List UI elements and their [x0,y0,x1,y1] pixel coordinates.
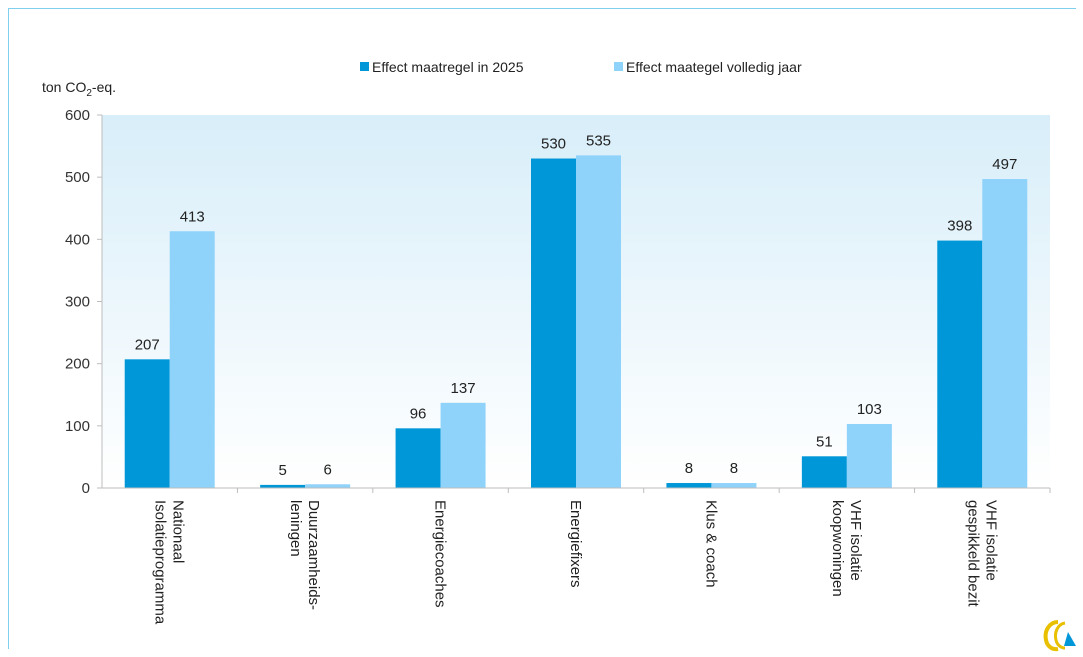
bar-series-2 [711,483,757,488]
data-label: 8 [730,460,738,477]
x-category-label: leningen [287,500,304,557]
data-label: 207 [135,336,160,353]
y-axis-unit-main: ton CO [42,79,86,95]
y-axis-unit-sub: 2 [86,88,92,99]
x-category-label: Isolatieprogramma [152,500,169,625]
x-category-label: VHF isolatie [982,500,999,581]
bar-series-2 [846,423,892,488]
y-tick-label: 200 [65,356,90,373]
data-label: 535 [586,132,611,149]
logo-icon [1043,620,1076,652]
x-category-label: koopwoningen [829,500,846,597]
y-axis: 0 100 200 300 400 500 600 [65,107,102,497]
y-tick-label: 600 [65,107,90,124]
x-category-label: Nationaal [170,500,187,563]
data-label: 103 [857,401,882,418]
y-tick-label: 300 [65,294,90,311]
bar-series-2 [982,179,1028,488]
y-tick-label: 400 [65,231,90,248]
y-axis-unit-suffix: -eq. [92,79,116,95]
data-label: 6 [323,461,331,478]
data-labels: 207 413 5 6 96 137 530 535 8 8 51 103 398 497 [135,132,1018,478]
bar-series-1 [531,158,576,488]
bar-series-2 [440,402,486,488]
bar-series-1 [260,484,306,488]
y-axis-unit: ton CO2-eq. [42,79,116,99]
data-label: 5 [278,462,286,479]
bar-series-2 [169,231,215,489]
bars [124,155,1028,489]
legend-swatch-series-1 [360,62,369,71]
legend-label-series-1: Effect maatregel in 2025 [372,59,524,75]
data-label: 96 [410,405,427,422]
bar-series-2 [305,484,351,488]
data-label: 413 [180,208,205,225]
legend-swatch-series-2 [614,62,623,71]
bar-series-1 [666,483,712,488]
bar-series-1 [801,456,847,488]
x-category-label: Energiefixers [567,500,584,588]
y-tick-label: 500 [65,169,90,186]
legend-label-series-2: Effect maategel volledig jaar [626,59,802,75]
data-label: 530 [541,136,566,153]
x-category-label: VHF isolatie [847,500,864,581]
data-label: 497 [992,156,1017,173]
chart-frame [8,8,1076,649]
bar-series-1 [937,240,983,488]
x-category-label: gespikkeld bezit [964,500,981,608]
bar-series-2 [576,155,621,489]
legend: Effect maatregel in 2025 Effect maategel… [360,59,802,75]
bar-series-1 [395,428,441,488]
x-category-label: Klus & coach [702,500,719,588]
axes [101,115,1050,489]
data-label: 8 [685,460,693,477]
y-tick-label: 0 [82,480,90,497]
data-label: 51 [816,433,833,450]
x-category-label: Duurzaamheids- [305,500,322,610]
data-label: 137 [451,380,476,397]
bar-series-1 [124,359,170,488]
data-label: 398 [947,218,972,235]
x-category-label: Energiecoaches [432,500,449,608]
y-tick-label: 100 [65,418,90,435]
